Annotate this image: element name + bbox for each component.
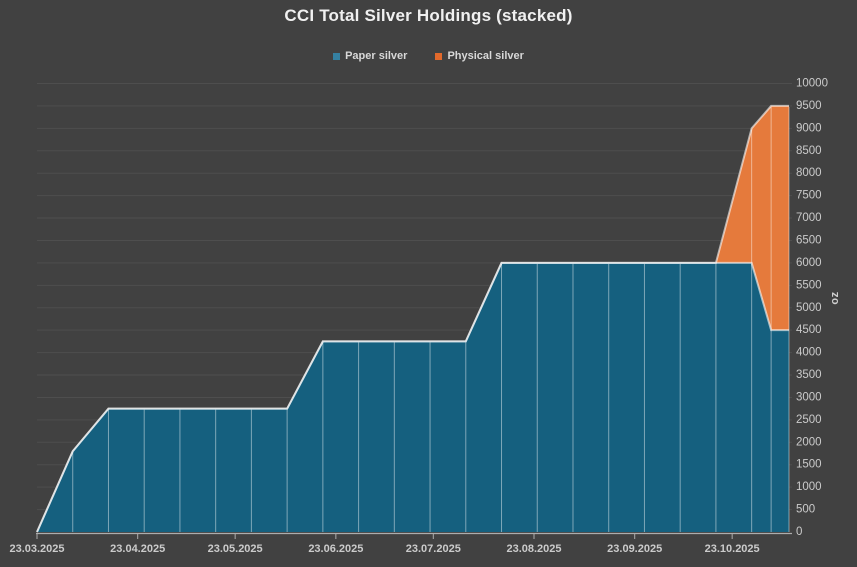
y-tick-label: 5500 xyxy=(796,279,822,291)
x-tick-label: 23.03.2025 xyxy=(9,543,64,555)
data-point-drop-lines xyxy=(72,106,790,532)
legend-label-paper-silver: Paper silver xyxy=(345,50,408,62)
y-tick-label: 8000 xyxy=(796,167,822,179)
y-tick-label: 9000 xyxy=(796,122,822,134)
y-tick-label: 1500 xyxy=(796,459,822,471)
y-tick-label: 8500 xyxy=(796,145,822,157)
x-tick-label: 23.05.2025 xyxy=(208,543,263,555)
stacked-areas xyxy=(36,104,789,533)
x-tick-label: 23.09.2025 xyxy=(607,543,662,555)
x-tick-label: 23.07.2025 xyxy=(406,543,461,555)
y-tick-label: 6000 xyxy=(796,257,822,269)
y-tick-label: 1000 xyxy=(796,481,822,493)
y-tick-label: 2500 xyxy=(796,414,822,426)
x-tick-label: 23.06.2025 xyxy=(308,543,363,555)
x-tick-label: 23.10.2025 xyxy=(705,543,760,555)
chart-title: CCI Total Silver Holdings (stacked) xyxy=(284,6,573,25)
y-axis: 0 500 1000 1500 2000 2500 3000 3500 4000 4500 5000… xyxy=(796,78,841,539)
paper-silver-swatch-icon xyxy=(333,52,341,60)
x-tick-label: 23.08.2025 xyxy=(506,543,561,555)
y-tick-label: 3500 xyxy=(796,369,822,381)
y-tick-label: 4500 xyxy=(796,324,822,336)
x-tick-label: 23.04.2025 xyxy=(110,543,165,555)
y-tick-label: 7500 xyxy=(796,190,822,202)
y-tick-label: 3000 xyxy=(796,391,822,403)
y-tick-label: 500 xyxy=(796,504,815,516)
y-axis-unit-label: oz xyxy=(829,291,841,304)
y-tick-label: 9500 xyxy=(796,100,822,112)
line-paper-silver-top xyxy=(36,261,789,533)
legend: Paper silver Physical silver xyxy=(0,50,857,62)
y-tick-label: 6500 xyxy=(796,234,822,246)
y-tick-label: 2000 xyxy=(796,436,822,448)
y-tick-label: 10000 xyxy=(796,78,828,90)
y-tick-label: 4000 xyxy=(796,347,822,359)
area-paper-silver xyxy=(37,262,789,532)
y-tick-label: 7000 xyxy=(796,212,822,224)
legend-label-physical-silver: Physical silver xyxy=(447,50,524,62)
legend-item-paper-silver[interactable]: Paper silver xyxy=(333,50,407,62)
legend-item-physical-silver[interactable]: Physical silver xyxy=(435,50,524,62)
x-axis: 23.03.2025 23.04.2025 23.05.2025 23.06.2025… xyxy=(9,532,792,555)
y-tick-label: 0 xyxy=(796,526,802,538)
y-tick-label: 5000 xyxy=(796,302,822,314)
physical-silver-swatch-icon xyxy=(435,52,443,60)
